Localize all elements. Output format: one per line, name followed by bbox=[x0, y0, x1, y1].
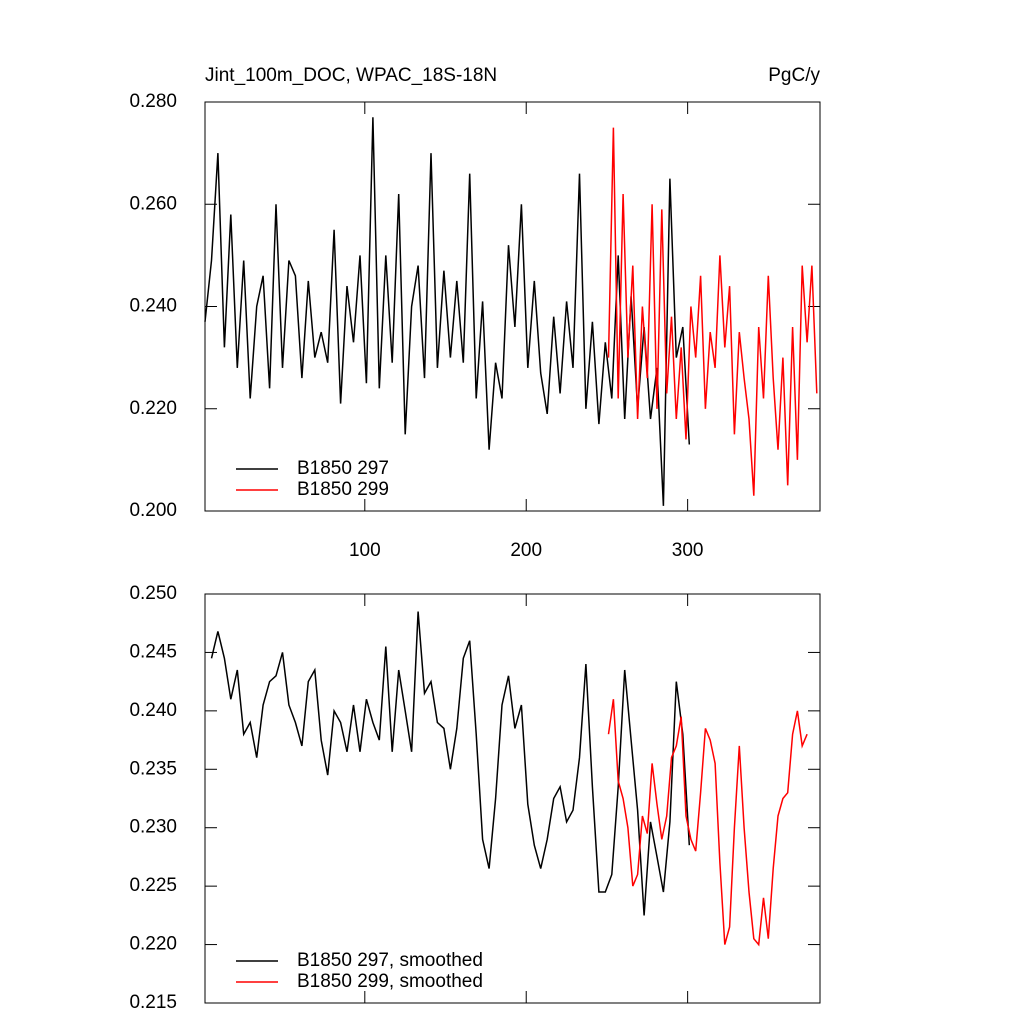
chart-title: Jint_100m_DOC, WPAC_18S-18N bbox=[205, 65, 497, 86]
units-label: PgC/y bbox=[768, 65, 820, 86]
y-tick-label: 0.240 bbox=[129, 296, 177, 317]
y-tick-label: 0.225 bbox=[129, 875, 177, 896]
y-tick-label: 0.245 bbox=[129, 641, 177, 662]
y-tick-label: 0.280 bbox=[129, 91, 177, 112]
y-tick-label: 0.250 bbox=[129, 583, 177, 604]
legend-label: B1850 299 bbox=[297, 479, 389, 500]
y-tick-label: 0.220 bbox=[129, 934, 177, 955]
legend-label: B1850 297, smoothed bbox=[297, 950, 483, 971]
legend-label: B1850 297 bbox=[297, 458, 389, 479]
series-line bbox=[204, 117, 691, 506]
y-tick-label: 0.235 bbox=[129, 758, 177, 779]
x-tick-label: 200 bbox=[510, 540, 542, 561]
y-tick-label: 0.230 bbox=[129, 817, 177, 838]
y-tick-label: 0.240 bbox=[129, 700, 177, 721]
series-line bbox=[607, 699, 808, 947]
series-line bbox=[607, 127, 818, 496]
y-tick-label: 0.215 bbox=[129, 992, 177, 1013]
plot-frame bbox=[204, 593, 821, 1004]
x-tick-label: 300 bbox=[672, 540, 704, 561]
y-tick-label: 0.200 bbox=[129, 500, 177, 521]
legend-label: B1850 299, smoothed bbox=[297, 971, 483, 992]
y-tick-label: 0.220 bbox=[129, 398, 177, 419]
x-tick-label: 100 bbox=[349, 540, 381, 561]
series-line bbox=[210, 611, 691, 916]
y-tick-label: 0.260 bbox=[129, 193, 177, 214]
